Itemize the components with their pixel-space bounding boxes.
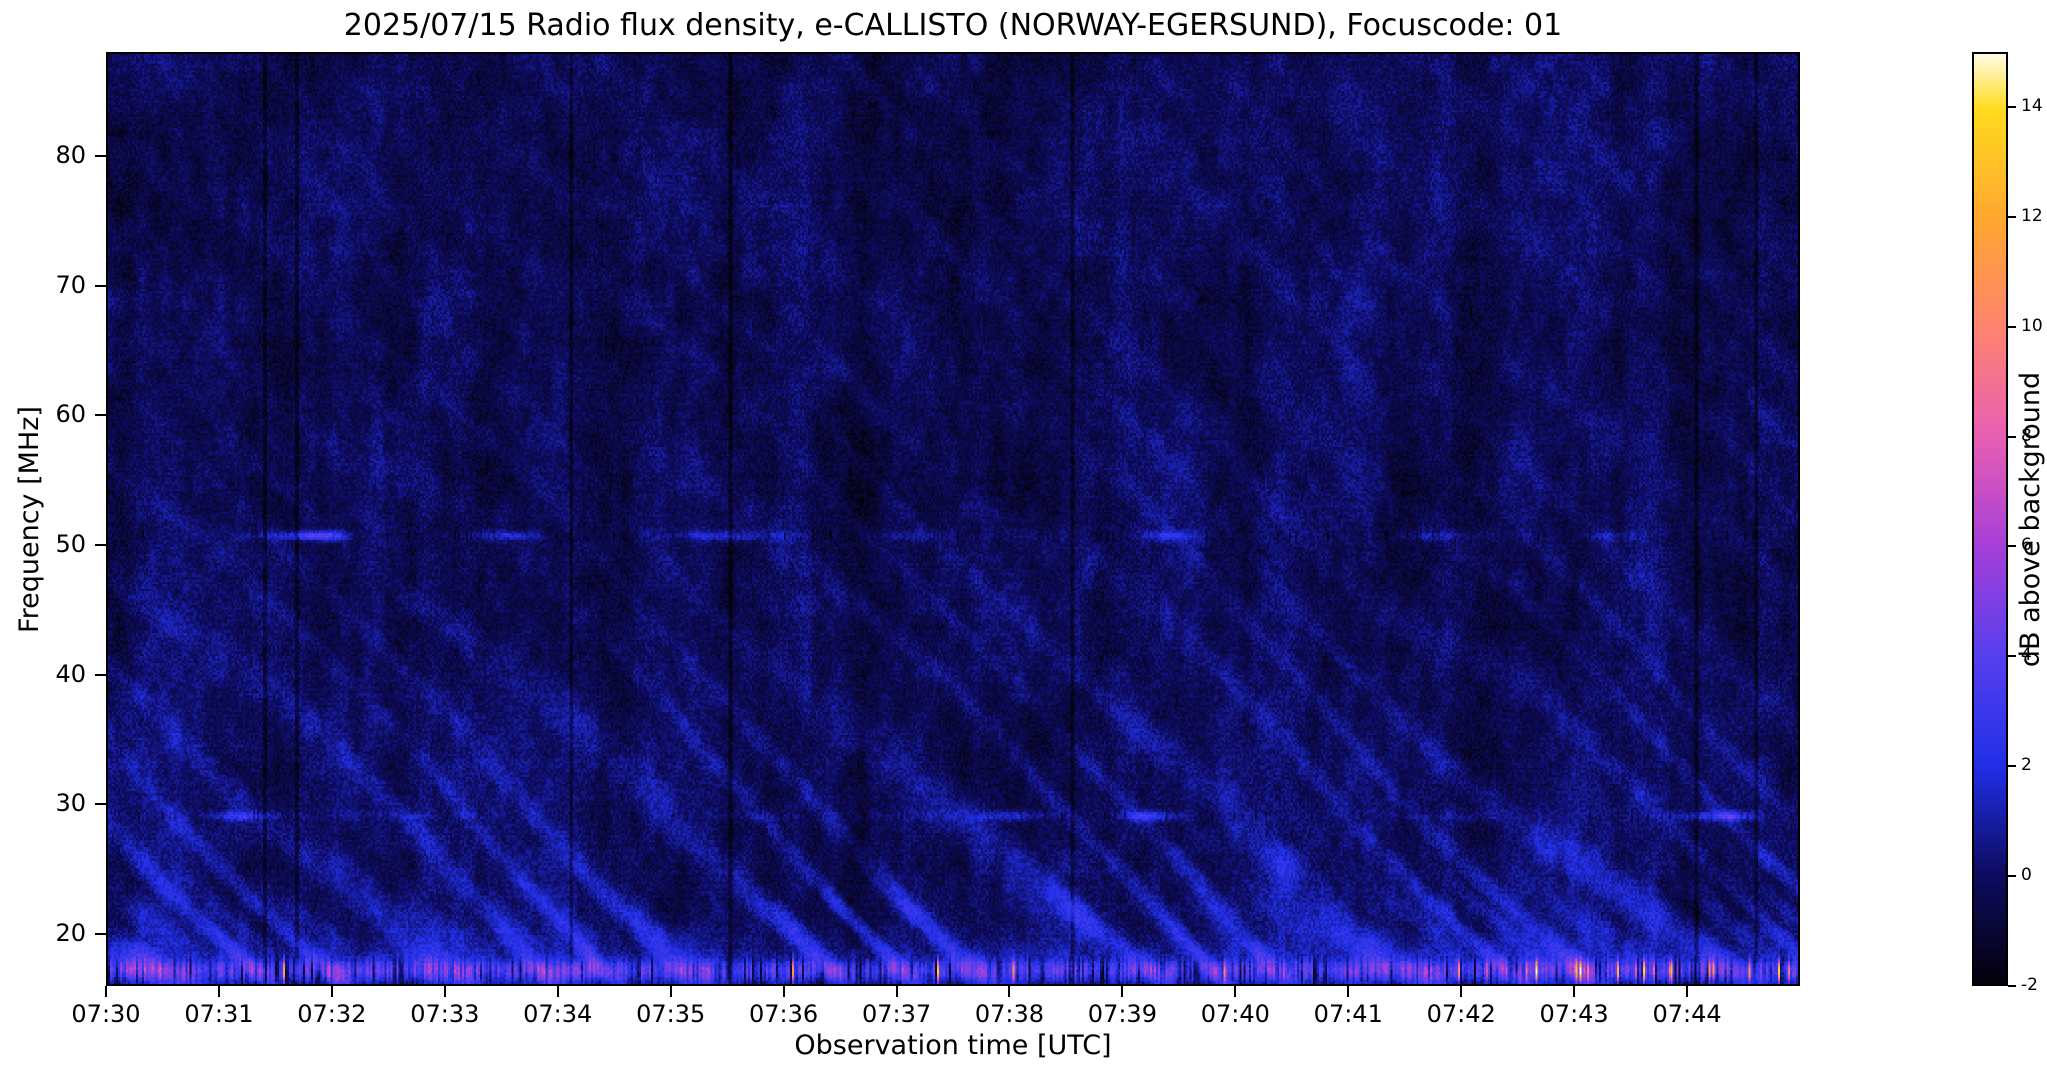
- y-tick-mark: [95, 803, 106, 806]
- x-tick-mark: [556, 986, 559, 997]
- y-tick-mark: [95, 543, 106, 546]
- colorbar-tick-label: 10: [2021, 315, 2043, 336]
- y-tick-label: 30: [55, 789, 86, 818]
- y-tick-mark: [95, 933, 106, 936]
- y-tick-label: 40: [55, 659, 86, 688]
- x-tick-label: 07:35: [636, 1000, 706, 1028]
- y-axis-label-text: Frequency [MHz]: [13, 405, 45, 633]
- colorbar-label: dB above background: [2012, 52, 2047, 986]
- x-tick-mark: [669, 986, 672, 997]
- colorbar-tick-mark: [2008, 875, 2016, 878]
- x-tick-mark: [1121, 986, 1124, 997]
- y-tick-label: 50: [55, 529, 86, 558]
- x-tick-mark: [1686, 986, 1689, 997]
- x-tick-label: 07:32: [297, 1000, 367, 1028]
- x-tick-label: 07:37: [861, 1000, 932, 1028]
- colorbar-tick-label: 12: [2021, 205, 2043, 226]
- colorbar-tick-mark: [2008, 215, 2016, 218]
- x-tick-mark: [330, 986, 333, 997]
- colorbar-gradient: [1974, 54, 2006, 984]
- x-tick-label: 07:39: [1087, 1000, 1157, 1028]
- colorbar-tick-label: 8: [2021, 425, 2032, 446]
- colorbar-tick-mark: [2008, 325, 2016, 328]
- colorbar-label-text: dB above background: [2015, 371, 2047, 667]
- colorbar-tick-mark: [2008, 985, 2016, 987]
- colorbar-tick-mark: [2008, 545, 2016, 548]
- x-tick-label: 07:44: [1652, 1000, 1722, 1028]
- colorbar-tick-label: 2: [2021, 755, 2032, 776]
- x-tick-mark: [105, 986, 107, 997]
- x-tick-label: 07:40: [1200, 1000, 1270, 1028]
- x-tick-mark: [782, 986, 785, 997]
- colorbar-tick-mark: [2008, 435, 2016, 438]
- colorbar-tick-label: 0: [2021, 865, 2032, 886]
- x-tick-label: 07:42: [1426, 1000, 1496, 1028]
- x-tick-mark: [895, 986, 898, 997]
- x-tick-label: 07:31: [184, 1000, 254, 1028]
- x-tick-mark: [1460, 986, 1463, 997]
- x-tick-mark: [1008, 986, 1011, 997]
- colorbar-tick-label: 14: [2021, 95, 2043, 116]
- x-tick-mark: [217, 986, 220, 997]
- x-tick-label: 07:36: [749, 1000, 819, 1028]
- x-tick-mark: [1573, 986, 1576, 997]
- y-tick-label: 20: [55, 919, 86, 948]
- y-tick-mark: [95, 154, 106, 157]
- colorbar-tick-label: -2: [2021, 975, 2038, 995]
- colorbar-tick-label: 4: [2021, 645, 2032, 666]
- colorbar-tick-mark: [2008, 765, 2016, 768]
- colorbar-tick-mark: [2008, 655, 2016, 658]
- spectrogram-heatmap: [108, 54, 1798, 984]
- y-tick-label: 70: [55, 270, 86, 299]
- y-tick-label: 80: [55, 140, 86, 169]
- x-tick-mark: [1234, 986, 1237, 997]
- x-tick-label: 07:38: [974, 1000, 1045, 1028]
- x-tick-label: 07:33: [410, 1000, 480, 1028]
- x-tick-mark: [1347, 986, 1350, 997]
- x-tick-label: 07:41: [1313, 1000, 1383, 1028]
- x-tick-label: 07:30: [71, 1000, 141, 1028]
- y-tick-mark: [95, 284, 106, 287]
- y-tick-mark: [95, 673, 106, 676]
- y-axis-label: Frequency [MHz]: [0, 52, 58, 986]
- chart-title: 2025/07/15 Radio flux density, e-CALLIST…: [343, 8, 1563, 43]
- x-tick-label: 07:43: [1539, 1000, 1609, 1028]
- y-tick-mark: [95, 414, 106, 417]
- x-axis-label: Observation time [UTC]: [794, 1030, 1112, 1061]
- colorbar-tick-mark: [2008, 105, 2016, 108]
- x-tick-label: 07:34: [523, 1000, 593, 1028]
- colorbar-tick-label: 6: [2021, 535, 2032, 556]
- plot-area: [106, 52, 1800, 986]
- y-tick-label: 60: [55, 400, 86, 429]
- colorbar: [1972, 52, 2008, 986]
- x-tick-mark: [443, 986, 446, 997]
